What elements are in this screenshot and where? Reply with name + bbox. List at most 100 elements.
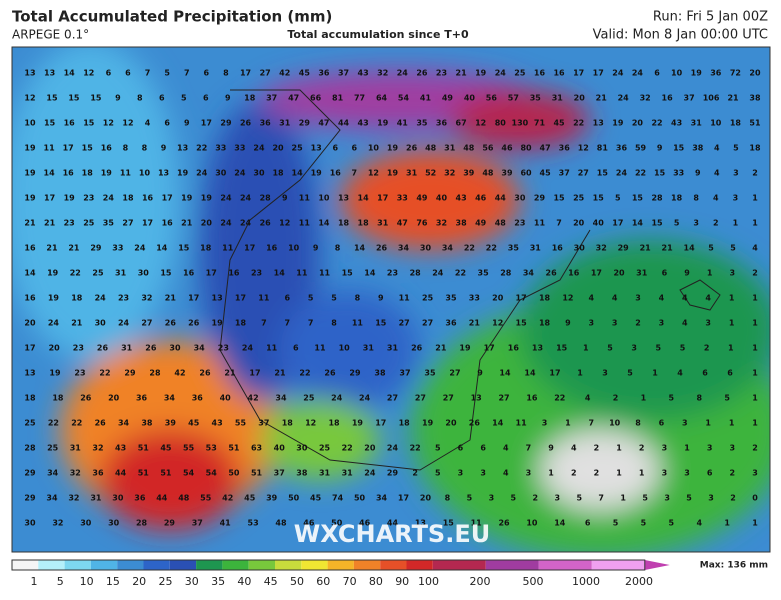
grid-value: 24 — [387, 444, 399, 453]
grid-value: 43 — [671, 119, 682, 128]
watermark: WXCHARTS.EU — [294, 520, 490, 548]
grid-value: 15 — [160, 269, 172, 278]
grid-value: 10 — [288, 244, 300, 253]
grid-value: 26 — [376, 244, 388, 253]
grid-value: 50 — [288, 494, 300, 503]
grid-value: 44 — [156, 494, 168, 503]
grid-value: 24 — [48, 319, 60, 328]
grid-value: 2 — [412, 469, 418, 478]
grid-value: 18 — [52, 394, 64, 403]
grid-value: 24 — [618, 94, 630, 103]
grid-value: 18 — [539, 294, 551, 303]
grid-value: 32 — [596, 244, 607, 253]
grid-value: 6 — [585, 519, 591, 528]
grid-value: 27 — [422, 319, 433, 328]
grid-value: 24 — [432, 269, 444, 278]
grid-value: 36 — [559, 144, 571, 153]
value-grid: 13 13 14 12 6 6 7 5 7 6 8 17 27 42 45 36 37 43 32 24 26 23 21 1… — [24, 69, 761, 528]
grid-value: 31 — [691, 119, 703, 128]
grid-value: 55 — [183, 444, 195, 453]
grid-value: 9 — [313, 244, 319, 253]
grid-value: 8 — [635, 419, 641, 428]
grid-value: 17 — [377, 194, 388, 203]
grid-value: 27 — [399, 319, 410, 328]
grid-value: 30 — [296, 444, 308, 453]
colorbar-label: 20 — [132, 575, 146, 588]
grid-value: 27 — [449, 369, 460, 378]
grid-value: 49 — [416, 194, 428, 203]
grid-value: 1 — [752, 219, 758, 228]
grid-value: 31 — [552, 94, 564, 103]
grid-value: 5 — [435, 444, 441, 453]
grid-value: 1 — [752, 519, 758, 528]
grid-value: 23 — [74, 369, 85, 378]
grid-value: 81 — [597, 144, 609, 153]
grid-value: 30 — [253, 169, 265, 178]
grid-value: 26 — [411, 344, 423, 353]
grid-value: 8 — [335, 244, 341, 253]
grid-value: 22 — [635, 169, 646, 178]
grid-value: 24 — [220, 219, 232, 228]
grid-value: 1 — [752, 294, 758, 303]
grid-value: 31 — [121, 344, 133, 353]
grid-value: 26 — [546, 269, 558, 278]
grid-value: 3 — [752, 469, 758, 478]
grid-value: 18 — [71, 294, 83, 303]
grid-value: 30 — [112, 494, 124, 503]
grid-value: 5 — [308, 294, 314, 303]
grid-value: 7 — [261, 319, 267, 328]
grid-value: 16 — [568, 269, 580, 278]
grid-value: 29 — [618, 244, 630, 253]
grid-value: 13 — [471, 394, 482, 403]
grid-value: 18 — [358, 219, 370, 228]
grid-value: 29 — [90, 244, 102, 253]
grid-value: 4 — [714, 144, 720, 153]
grid-value: 30 — [95, 319, 107, 328]
grid-value: 41 — [220, 519, 232, 528]
grid-value: 27 — [443, 394, 454, 403]
grid-value: 1 — [705, 419, 711, 428]
grid-value: 42 — [174, 369, 185, 378]
grid-value: 45 — [310, 494, 322, 503]
grid-value: 17 — [206, 269, 217, 278]
grid-value: 19 — [24, 169, 36, 178]
grid-value: 3 — [684, 469, 690, 478]
grid-value: 17 — [593, 69, 604, 78]
grid-value: 2 — [713, 219, 719, 228]
grid-value: 44 — [495, 194, 507, 203]
grid-value: 26 — [260, 219, 272, 228]
grid-value: 23 — [73, 344, 84, 353]
grid-value: 1 — [548, 469, 554, 478]
grid-value: 24 — [331, 394, 343, 403]
grid-value: 2 — [533, 494, 539, 503]
grid-value: 10 — [368, 144, 380, 153]
grid-value: 19 — [101, 169, 113, 178]
grid-value: 26 — [95, 419, 107, 428]
grid-value: 34 — [523, 269, 535, 278]
grid-value: 8 — [355, 294, 361, 303]
grid-value: 18 — [272, 169, 284, 178]
grid-value: 6 — [203, 94, 209, 103]
grid-value: 29 — [24, 469, 36, 478]
colorbar-label: 25 — [159, 575, 173, 588]
grid-value: 38 — [749, 94, 761, 103]
grid-value: 22 — [342, 444, 353, 453]
grid-value: 5 — [331, 294, 337, 303]
grid-value: 1 — [652, 369, 658, 378]
grid-value: 30 — [108, 519, 120, 528]
colorbar-segment — [222, 560, 249, 570]
grid-value: 5 — [467, 494, 473, 503]
grid-value: 35 — [416, 119, 428, 128]
grid-value: 6 — [293, 344, 299, 353]
grid-value: 5 — [576, 494, 582, 503]
grid-value: 1 — [616, 469, 622, 478]
grid-value: 11 — [534, 219, 546, 228]
grid-value: 1 — [729, 294, 735, 303]
grid-value: 9 — [225, 94, 231, 103]
grid-value: 1 — [729, 419, 735, 428]
grid-value: 34 — [376, 494, 388, 503]
grid-value: 25 — [292, 144, 304, 153]
grid-value: 19 — [177, 169, 189, 178]
grid-value: 12 — [562, 294, 573, 303]
grid-value: 31 — [377, 219, 389, 228]
